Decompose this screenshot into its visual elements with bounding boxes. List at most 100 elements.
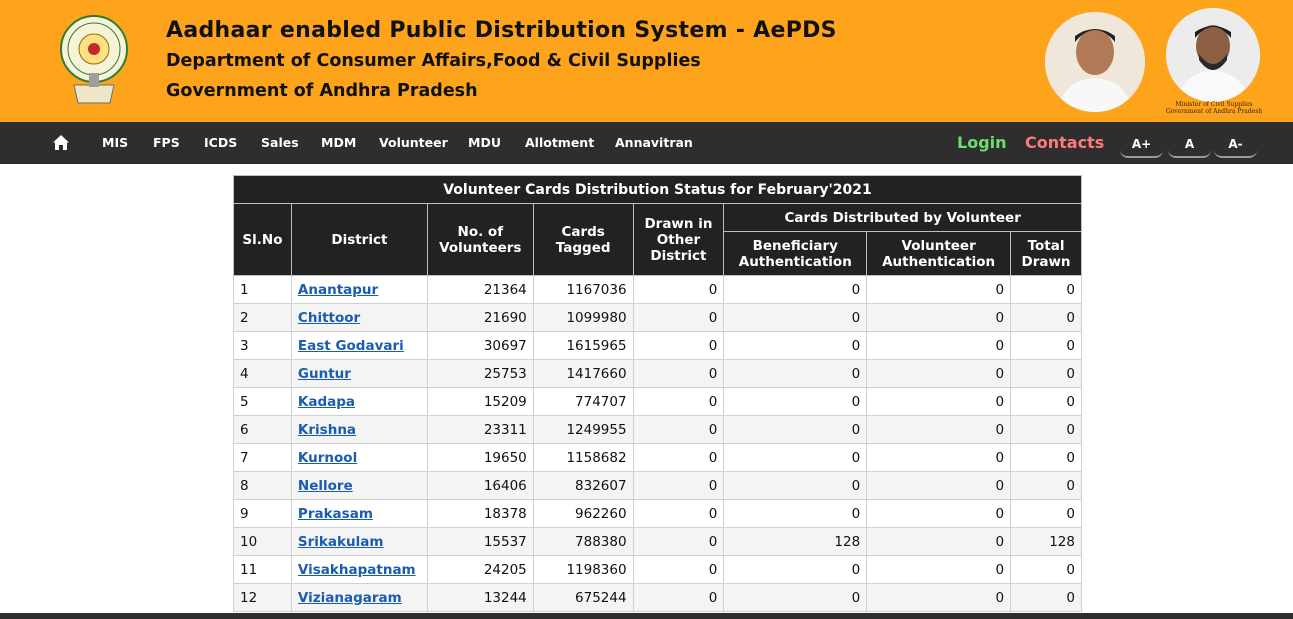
- row-cards-tagged: 1099980: [532, 303, 634, 332]
- row-beneficiary-auth: 0: [723, 443, 868, 472]
- header-slno: Sl.No: [233, 203, 292, 276]
- row-volunteer-auth: 0: [866, 275, 1012, 304]
- row-volunteers: 15209: [426, 387, 534, 416]
- table-row: 3 East Godavari 30697 1615965 0 0 0 0: [233, 331, 1082, 360]
- row-volunteer-auth: 0: [866, 555, 1012, 584]
- minister-photo: [1166, 8, 1260, 102]
- row-beneficiary-auth: 0: [723, 303, 868, 332]
- row-district: Srikakulam: [290, 527, 428, 556]
- nav-mdm[interactable]: MDM: [321, 135, 357, 150]
- row-district: Guntur: [290, 359, 428, 388]
- row-cards-tagged: 962260: [532, 499, 634, 528]
- nav-annavitran[interactable]: Annavitran: [615, 135, 693, 150]
- department-name: Department of Consumer Affairs,Food & Ci…: [166, 51, 701, 71]
- row-cards-tagged: 675244: [532, 583, 634, 612]
- table-row: 11 Visakhapatnam 24205 1198360 0 0 0 0: [233, 555, 1082, 584]
- nav-fps[interactable]: FPS: [153, 135, 180, 150]
- font-increase-button[interactable]: A+: [1120, 128, 1163, 158]
- row-cards-tagged: 1198360: [532, 555, 634, 584]
- row-district: Krishna: [290, 415, 428, 444]
- nav-icds[interactable]: ICDS: [204, 135, 238, 150]
- row-volunteer-auth: 0: [866, 359, 1012, 388]
- row-total-drawn: 0: [1010, 359, 1082, 388]
- row-cards-tagged: 1417660: [532, 359, 634, 388]
- district-link[interactable]: Krishna: [297, 421, 357, 438]
- login-link[interactable]: Login: [957, 133, 1007, 152]
- row-district: Vizianagaram: [290, 583, 428, 612]
- row-volunteer-auth: 0: [866, 303, 1012, 332]
- table-body: 1 Anantapur 21364 1167036 0 0 0 0 2 Chittoor 21690…: [233, 275, 1082, 612]
- district-link[interactable]: Srikakulam: [297, 533, 384, 550]
- table-row: 4 Guntur 25753 1417660 0 0 0 0: [233, 359, 1082, 388]
- row-cards-tagged: 1249955: [532, 415, 634, 444]
- district-link[interactable]: Prakasam: [297, 505, 373, 522]
- row-district: Chittoor: [290, 303, 428, 332]
- district-link[interactable]: Nellore: [297, 477, 353, 494]
- nav-volunteer[interactable]: Volunteer: [379, 135, 448, 150]
- row-slno: 10: [233, 527, 292, 556]
- row-drawn-other: 0: [632, 275, 725, 304]
- row-drawn-other: 0: [632, 387, 725, 416]
- row-beneficiary-auth: 0: [723, 275, 868, 304]
- row-slno: 4: [233, 359, 292, 388]
- nav-mis[interactable]: MIS: [102, 135, 129, 150]
- nav-mdu[interactable]: MDU: [468, 135, 501, 150]
- nav-sales[interactable]: Sales: [261, 135, 299, 150]
- row-cards-tagged: 1615965: [532, 331, 634, 360]
- row-district: Prakasam: [290, 499, 428, 528]
- header-volunteers: No. of Volunteers: [426, 203, 534, 276]
- table-row: 12 Vizianagaram 13244 675244 0 0 0 0: [233, 583, 1082, 612]
- row-drawn-other: 0: [632, 499, 725, 528]
- row-beneficiary-auth: 0: [723, 387, 868, 416]
- volunteer-cards-table: Volunteer Cards Distribution Status for …: [233, 175, 1082, 612]
- ap-emblem-icon: [60, 15, 128, 104]
- bottom-bar: [0, 613, 1293, 619]
- row-slno: 1: [233, 275, 292, 304]
- row-beneficiary-auth: 0: [723, 331, 868, 360]
- main-navbar: MIS FPS ICDS Sales MDM Volunteer MDU All…: [0, 122, 1293, 164]
- row-drawn-other: 0: [632, 359, 725, 388]
- font-decrease-button[interactable]: A-: [1214, 128, 1257, 158]
- row-volunteers: 21690: [426, 303, 534, 332]
- row-cards-tagged: 1158682: [532, 443, 634, 472]
- row-volunteer-auth: 0: [866, 415, 1012, 444]
- row-volunteers: 18378: [426, 499, 534, 528]
- table-row: 7 Kurnool 19650 1158682 0 0 0 0: [233, 443, 1082, 472]
- row-district: Nellore: [290, 471, 428, 500]
- row-cards-tagged: 832607: [532, 471, 634, 500]
- table-row: 2 Chittoor 21690 1099980 0 0 0 0: [233, 303, 1082, 332]
- font-reset-button[interactable]: A: [1168, 128, 1211, 158]
- district-link[interactable]: Anantapur: [297, 281, 379, 298]
- row-volunteer-auth: 0: [866, 443, 1012, 472]
- district-link[interactable]: Guntur: [297, 365, 351, 382]
- home-icon[interactable]: [52, 134, 70, 152]
- contacts-link[interactable]: Contacts: [1025, 133, 1105, 152]
- row-beneficiary-auth: 0: [723, 583, 868, 612]
- site-header: Aadhaar enabled Public Distribution Syst…: [0, 0, 1293, 122]
- header-total-drawn: Total Drawn: [1010, 231, 1082, 276]
- nav-allotment[interactable]: Allotment: [525, 135, 595, 150]
- district-link[interactable]: Kurnool: [297, 449, 358, 466]
- row-cards-tagged: 1167036: [532, 275, 634, 304]
- district-link[interactable]: Visakhapatnam: [297, 561, 416, 578]
- district-link[interactable]: Kadapa: [297, 393, 356, 410]
- table-row: 1 Anantapur 21364 1167036 0 0 0 0: [233, 275, 1082, 304]
- row-slno: 7: [233, 443, 292, 472]
- district-link[interactable]: East Godavari: [297, 337, 404, 354]
- row-slno: 9: [233, 499, 292, 528]
- row-volunteers: 21364: [426, 275, 534, 304]
- row-volunteers: 23311: [426, 415, 534, 444]
- district-link[interactable]: Vizianagaram: [297, 589, 402, 606]
- row-volunteer-auth: 0: [866, 583, 1012, 612]
- row-slno: 5: [233, 387, 292, 416]
- row-drawn-other: 0: [632, 527, 725, 556]
- row-drawn-other: 0: [632, 331, 725, 360]
- row-drawn-other: 0: [632, 583, 725, 612]
- row-volunteer-auth: 0: [866, 527, 1012, 556]
- table-row: 9 Prakasam 18378 962260 0 0 0 0: [233, 499, 1082, 528]
- header-district: District: [290, 203, 428, 276]
- row-drawn-other: 0: [632, 555, 725, 584]
- row-volunteers: 19650: [426, 443, 534, 472]
- row-slno: 8: [233, 471, 292, 500]
- district-link[interactable]: Chittoor: [297, 309, 361, 326]
